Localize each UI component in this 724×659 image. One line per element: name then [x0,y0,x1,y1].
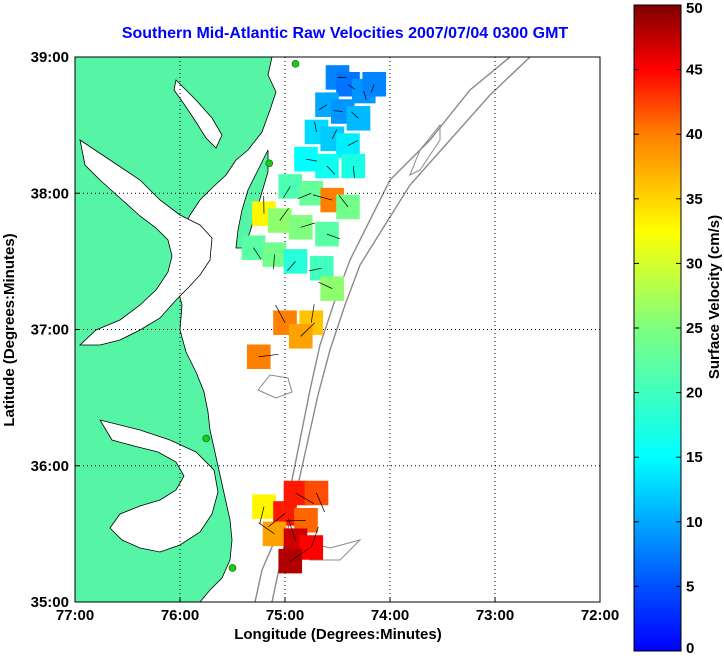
radar-stations [202,60,300,572]
x-tick-label: 74:00 [371,607,409,624]
colorbar [633,4,682,652]
velocity-arrow [275,304,286,323]
y-tick-label: 39:00 [31,49,69,66]
contour-patch-2 [257,374,293,399]
peninsula-tip [235,149,269,249]
y-axis-label: Latitude (Degrees:Minutes) [1,233,18,426]
velocity-arrow [288,519,296,541]
velocity-arrow [370,84,375,93]
velocity-arrow [290,548,310,562]
chart-title: Southern Mid-Atlantic Raw Velocities 200… [122,25,569,42]
velocity-arrow [326,233,340,240]
colorbar-tick-label: 30 [686,255,703,272]
velocity-arrow [300,322,315,337]
colorbar-label: Surface Velocity (cm/s) [706,215,723,379]
y-tick-label: 37:00 [31,322,69,339]
y-axis-ticks: 35:00 36:00 37:00 38:00 39:00 [31,49,80,611]
radar-station [228,564,237,572]
velocity-arrow [350,111,359,119]
velocity-arrow [363,90,367,100]
colorbar-tick-label: 45 [686,62,703,79]
velocity-arrow [259,506,265,524]
velocity-arrow [347,83,355,90]
velocity-arrow [273,254,275,269]
velocity-arrow [314,121,317,133]
colorbar-tick-label: 40 [686,126,703,143]
colorbar-tick-label: 10 [686,514,703,531]
velocity-arrow [308,267,322,272]
velocity-arrow [287,261,296,271]
radar-station [291,60,300,68]
colorbar-tick-label: 15 [686,449,703,466]
colorbar-tick-label: 0 [686,640,694,657]
x-tick-label: 72:00 [581,607,619,624]
velocity-arrow [318,104,328,111]
velocity-arrow [326,165,336,175]
velocity-arrow [279,208,289,221]
colorbar-tick-label: 5 [686,578,694,595]
radar-station [265,159,274,168]
velocity-vectors [253,77,375,562]
velocity-arrow [300,222,315,228]
velocity-arrow [258,353,279,358]
y-tick-label: 35:00 [31,594,69,611]
velocity-arrow [312,194,333,201]
colorbar-tick-label: 35 [686,191,703,208]
colorbar-tick-label: 25 [686,320,703,337]
x-tick-label: 76:00 [161,607,199,624]
chesapeake-bay [78,139,213,346]
x-tick-label: 73:00 [476,607,514,624]
colorbar-ticks: 0 5 10 15 20 25 30 35 40 45 50 [634,0,703,657]
x-tick-label: 77:00 [56,607,94,624]
velocity-arrow [253,247,262,260]
velocity-arrow [333,110,343,112]
colorbar-tick-label: 50 [686,0,703,17]
contour-patch-1 [409,123,441,177]
x-axis-label: Longitude (Degrees:Minutes) [234,626,442,643]
x-axis-ticks: 77:00 76:00 75:00 74:00 73:00 72:00 [56,597,619,624]
y-tick-label: 38:00 [31,185,69,202]
x-tick-label: 75:00 [266,607,304,624]
velocity-arrow [295,492,315,505]
velocity-arrow [258,522,275,535]
velocity-arrow [347,140,358,146]
velocity-arrow [268,513,286,528]
y-tick-label: 36:00 [31,458,69,475]
velocity-arrow [331,129,338,139]
velocity-arrow [305,158,318,162]
velocity-arrow [352,165,355,178]
velocity-arrow [283,186,291,199]
velocity-arrow [298,192,312,199]
velocity-arrow [316,492,325,513]
pamlico-sound [99,419,219,553]
colorbar-tick-label: 20 [686,385,703,402]
delaware-bay [173,79,223,149]
velocity-arrow [318,281,333,289]
velocity-arrow [310,304,315,323]
velocity-arrow [338,195,349,208]
velocity-arrow [310,526,319,548]
radar-station [202,434,211,443]
